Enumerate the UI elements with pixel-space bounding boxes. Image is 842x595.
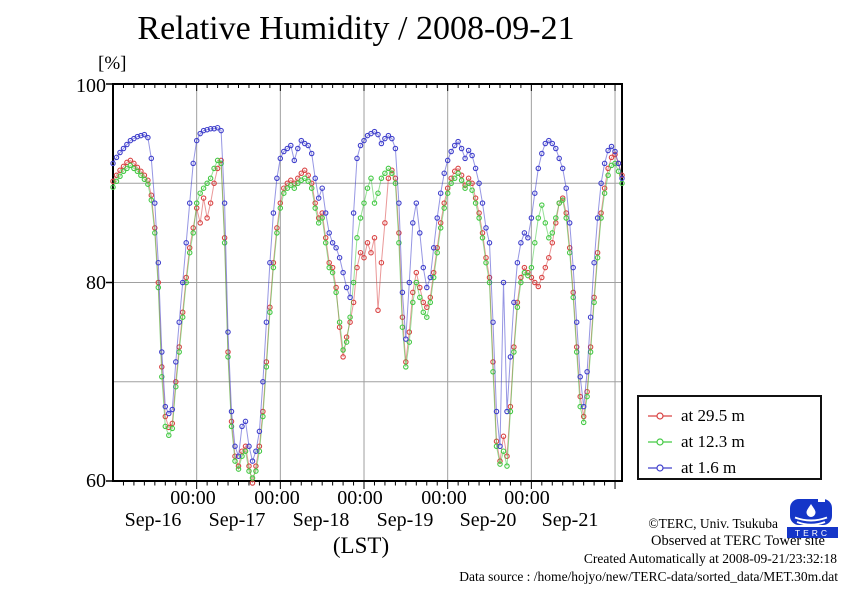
x-major-tick-label: 00:00 <box>337 487 383 509</box>
x-day-label: Sep-19 <box>376 509 434 531</box>
x-major-tick-label: 00:00 <box>170 487 216 509</box>
legend-item: at 12.3 m <box>647 429 745 455</box>
x-day-label: Sep-21 <box>541 509 599 531</box>
legend-marker-icon <box>648 412 672 420</box>
created-at-text: Created Automatically at 2008-09-21/23:3… <box>583 551 837 566</box>
x-day-label: Sep-17 <box>208 509 266 531</box>
logo-wave-icon <box>796 521 826 526</box>
x-day-label: Sep-18 <box>292 509 350 531</box>
plot-frame <box>112 83 623 482</box>
legend-item: at 29.5 m <box>647 403 745 429</box>
water-drop-icon <box>806 504 816 517</box>
x-major-tick-label: 00:00 <box>421 487 467 509</box>
logo-wave-icon <box>794 516 828 522</box>
chart-title: Relative Humidity / 2008-09-21 <box>137 10 575 47</box>
humidity-plot <box>106 83 625 489</box>
legend-item-label: at 12.3 m <box>681 432 745 451</box>
x-day-label: Sep-20 <box>459 509 517 531</box>
x-major-tick-label: 00:00 <box>254 487 300 509</box>
y-tick-label-80: 80 <box>86 272 106 294</box>
legend-item-label: at 29.5 m <box>681 406 745 425</box>
y-axis-unit-label: [%] <box>98 53 127 74</box>
series-line-2 <box>112 127 623 463</box>
legend-box: at 29.5 m at 12.3 m at 1.6 m <box>637 395 822 480</box>
y-tick-label-60: 60 <box>86 470 106 492</box>
x-axis-unit-label: (LST) <box>332 533 390 558</box>
y-tick-label-100: 100 <box>76 75 106 97</box>
legend-marker-icon <box>648 438 672 446</box>
observed-site-text: Observed at TERC Tower site <box>650 533 825 549</box>
logo-text: TERC <box>795 528 830 538</box>
legend-item-label: at 1.6 m <box>681 458 737 477</box>
terc-logo: TERC <box>787 498 838 538</box>
data-source-text: Data source : /home/hojyo/new/TERC-data/… <box>459 569 838 584</box>
x-major-tick-label: 00:00 <box>504 487 550 509</box>
legend-item: at 1.6 m <box>647 455 736 481</box>
copyright-text: ©TERC, Univ. Tsukuba <box>648 516 778 531</box>
series-line-1 <box>112 159 623 480</box>
x-day-label: Sep-16 <box>124 509 182 531</box>
legend-marker-icon <box>648 464 672 472</box>
